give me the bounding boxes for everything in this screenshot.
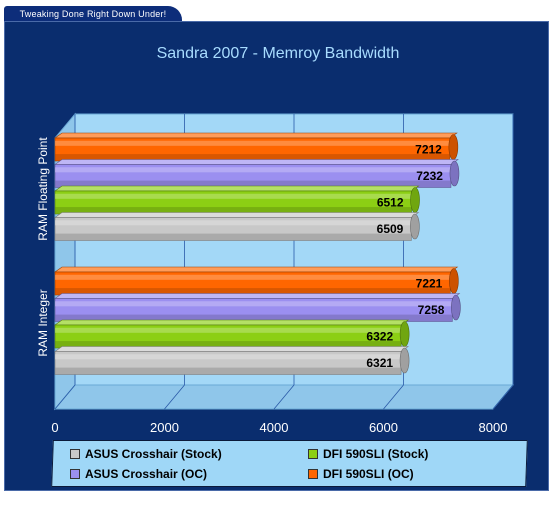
bar-top — [54, 212, 420, 218]
data-label: 6322 — [366, 330, 393, 344]
bar-end-cap — [399, 321, 410, 347]
legend-label: ASUS Crosshair (Stock) — [85, 447, 222, 461]
bar-highlight — [55, 140, 450, 146]
legend-swatch — [308, 449, 318, 459]
bar-highlight — [55, 354, 402, 360]
data-label: 7232 — [416, 169, 443, 183]
legend-label: DFI 590SLI (Stock) — [323, 447, 429, 461]
bar-highlight — [55, 274, 451, 280]
bar-top — [54, 293, 461, 299]
bars: 7212 7232 6512 6509 RAM Floating Point 7221 72… — [36, 132, 461, 375]
bar-top — [54, 185, 420, 192]
data-label: 6321 — [366, 356, 393, 370]
bar-group: 6512 — [54, 185, 420, 215]
category-label: RAM Floating Point — [36, 137, 50, 241]
bar-highlight — [55, 220, 412, 226]
bar-top — [54, 319, 410, 326]
bar-group: 6321 — [54, 346, 410, 375]
data-label: 6509 — [377, 222, 404, 236]
grid-line-floor — [164, 384, 185, 410]
bar-group: 7232 — [54, 159, 460, 188]
legend-item: ASUS Crosshair (OC) — [70, 467, 207, 481]
bar-end-cap — [448, 134, 459, 160]
legend-item: DFI 590SLI (OC) — [308, 467, 414, 481]
legend-swatch — [70, 469, 80, 479]
legend-item: ASUS Crosshair (Stock) — [70, 447, 222, 461]
x-tick-label: 4000 — [260, 420, 289, 435]
bar-highlight — [55, 167, 451, 173]
bar-shadow — [55, 154, 450, 161]
data-label: 7221 — [416, 277, 443, 291]
category-label: RAM Integer — [36, 289, 50, 356]
legend-swatch — [70, 449, 80, 459]
data-label: 7212 — [415, 143, 442, 157]
x-axis: 0 2000 4000 6000 8000 — [51, 420, 507, 435]
bar-shadow — [55, 207, 412, 214]
data-label: 7258 — [418, 303, 445, 317]
legend-label: ASUS Crosshair (OC) — [85, 467, 208, 481]
bar-end-cap — [399, 347, 410, 374]
x-tick-label: 8000 — [479, 420, 508, 435]
legend-label: DFI 590SLI (OC) — [323, 467, 414, 481]
bar-highlight — [55, 193, 412, 199]
bar-end-cap — [449, 268, 459, 294]
grid-line-floor — [492, 384, 514, 410]
bar-highlight — [55, 301, 453, 307]
chart-title: Sandra 2007 - Memroy Bandwidth — [157, 45, 400, 62]
bar-group: 6322 — [54, 319, 410, 349]
grid-line-floor — [54, 384, 76, 410]
bar-highlight — [55, 327, 402, 333]
bar-top — [54, 346, 410, 352]
bar-group: 7212 — [54, 132, 459, 162]
data-label: 6512 — [377, 196, 404, 210]
bar-end-cap — [451, 294, 461, 321]
site-banner-tab: Tweaking Done Right Down Under! — [4, 6, 182, 22]
grid-line-floor — [273, 384, 295, 410]
bar-group: 7258 — [54, 293, 461, 322]
grid-line-floor — [383, 384, 404, 410]
bar-shadow — [55, 341, 402, 348]
bar-top — [54, 266, 459, 273]
bar-top — [54, 132, 458, 139]
bar-end-cap — [410, 187, 420, 213]
x-tick-label: 0 — [51, 420, 58, 435]
bar-group: 6509 — [54, 212, 420, 241]
legend-item: DFI 590SLI (Stock) — [308, 447, 428, 461]
bar-shadow — [55, 367, 402, 375]
bar-top — [54, 159, 459, 165]
x-tick-label: 6000 — [369, 420, 398, 435]
bar-end-cap — [449, 160, 460, 187]
bar-end-cap — [410, 213, 420, 240]
bar-shadow — [55, 180, 451, 188]
bottom-strip — [4, 491, 549, 509]
legend: ASUS Crosshair (Stock) DFI 590SLI (Stock)… — [52, 440, 527, 487]
bar-shadow — [55, 288, 451, 295]
site-banner-text: Tweaking Done Right Down Under! — [19, 9, 167, 19]
bar-shadow — [55, 233, 412, 241]
legend-swatch — [308, 469, 318, 479]
bar-group: 7221 — [54, 266, 459, 296]
bar-shadow — [55, 314, 453, 322]
x-tick-label: 2000 — [150, 420, 179, 435]
